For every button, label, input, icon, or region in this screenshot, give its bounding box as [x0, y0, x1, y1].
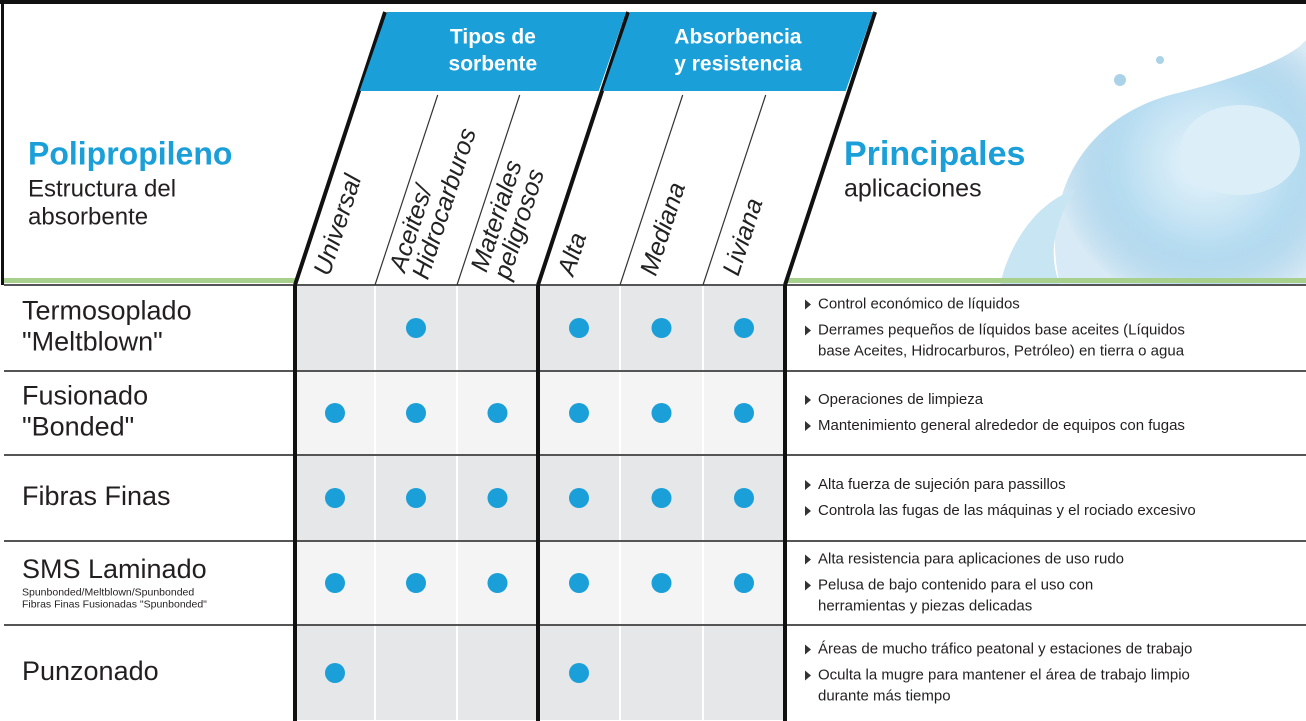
application: Alta fuerza de sujeción para passillos: [818, 476, 1066, 493]
group-label: y resistencia: [674, 53, 802, 76]
slant-rule: [374, 94, 439, 286]
row-name: SMS Laminado: [22, 554, 207, 584]
applications-subtitle: aplicaciones: [844, 175, 982, 203]
column-label: Alta: [552, 229, 593, 281]
row-name: Fusionado: [22, 381, 148, 411]
slant-rule: [702, 94, 767, 286]
bullet: [805, 480, 811, 490]
applications-title: Principales: [844, 135, 1025, 173]
dot: [569, 403, 589, 423]
row-note: Spunbonded/Meltblown/Spunbonded: [22, 586, 194, 598]
green-rule: [785, 278, 1306, 283]
cell: [456, 624, 539, 721]
bullet: [805, 325, 811, 336]
slant-rule: [293, 11, 387, 286]
group-label: sorbente: [449, 53, 538, 76]
row-name: Termosoplado: [22, 296, 192, 326]
slant-rule: [783, 11, 877, 286]
group-label: Tipos de: [450, 26, 536, 49]
dot: [325, 573, 345, 593]
slant-rule: [536, 11, 630, 286]
slant-rule: [456, 94, 521, 286]
row-note: Fibras Finas Fusionadas "Spunbonded": [22, 598, 207, 610]
column-label: Liviana: [717, 195, 768, 279]
bullet: [805, 580, 811, 591]
cell: [294, 284, 376, 372]
dot: [734, 318, 754, 338]
row-name: Punzonado: [22, 656, 159, 686]
title: Polipropileno: [28, 135, 232, 171]
row-rule: [4, 624, 1306, 626]
thick-rule: [293, 285, 297, 721]
dot: [569, 488, 589, 508]
dot: [734, 403, 754, 423]
bullet: [805, 395, 811, 405]
dot: [406, 403, 426, 423]
row-rule: [4, 284, 1306, 286]
group-label: Absorbencia: [674, 26, 802, 49]
dot: [325, 663, 345, 683]
thick-rule: [536, 285, 540, 721]
dot: [487, 403, 508, 423]
bullet: [805, 670, 811, 681]
cell: [374, 624, 458, 721]
application: herramientas y piezas delicadas: [818, 597, 1032, 614]
dot: [734, 488, 754, 508]
dot: [487, 573, 508, 593]
application: Operaciones de limpieza: [818, 391, 984, 408]
dot: [406, 318, 426, 338]
application: Áreas de mucho tráfico peatonal y estaci…: [818, 640, 1192, 657]
application: durante más tiempo: [818, 687, 951, 704]
bullet: [805, 644, 811, 655]
dot: [569, 573, 589, 593]
application: Alta resistencia para aplicaciones de us…: [818, 550, 1124, 567]
bullet: [805, 299, 811, 310]
bullet: [805, 554, 811, 565]
subtitle: absorbente: [28, 203, 148, 230]
splash-decoration: [1000, 40, 1306, 285]
row-name: "Meltblown": [22, 327, 163, 357]
slant-rule: [619, 94, 684, 286]
dot: [651, 403, 672, 423]
dot: [734, 573, 754, 593]
dot: [569, 318, 589, 338]
cell: [619, 624, 704, 721]
dot: [651, 573, 672, 593]
dot: [406, 573, 426, 593]
column-label: Universal: [308, 170, 367, 279]
dot: [487, 488, 508, 508]
row-name: "Bonded": [22, 412, 134, 442]
group-box: [602, 12, 874, 91]
dot: [325, 488, 345, 508]
green-rule: [4, 278, 296, 283]
application: Pelusa de bajo contenido para el uso con: [818, 576, 1093, 593]
row-rule: [4, 454, 1306, 456]
cell: [702, 624, 786, 721]
top-rule: [0, 0, 1306, 4]
application: Mantenimiento general alrededor de equip…: [818, 417, 1185, 434]
application: Oculta la mugre para mantener el área de…: [818, 666, 1190, 683]
application: Derrames pequeños de líquidos base aceit…: [818, 321, 1185, 338]
row-rule: [4, 370, 1306, 372]
dot: [651, 488, 672, 508]
dot: [406, 488, 426, 508]
bullet: [805, 421, 811, 431]
dot: [325, 403, 345, 423]
application: Controla las fugas de las máquinas y el …: [818, 502, 1196, 519]
subtitle: Estructura del: [28, 175, 176, 202]
row-rule: [4, 540, 1306, 542]
bullet: [805, 506, 811, 516]
application: base Aceites, Hidrocarburos, Petróleo) e…: [818, 342, 1185, 359]
left-rule: [1, 0, 4, 285]
group-box: [359, 12, 627, 91]
cell: [456, 284, 539, 372]
dot: [651, 318, 672, 338]
column-label: Mediana: [635, 179, 691, 279]
thick-rule: [783, 285, 787, 721]
application: Control económico de líquidos: [818, 295, 1020, 312]
row-name: Fibras Finas: [22, 481, 171, 511]
dot: [569, 663, 589, 683]
